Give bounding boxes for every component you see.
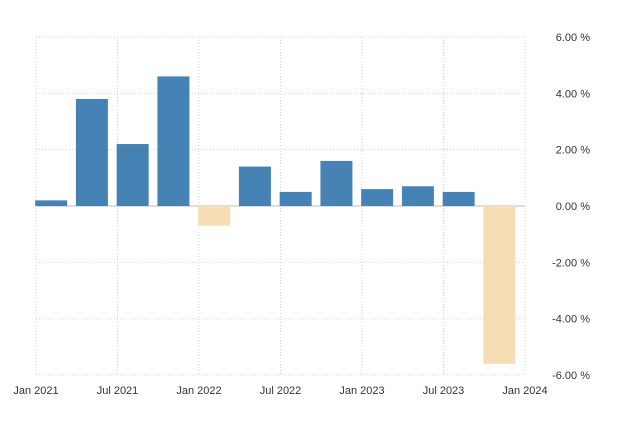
y-tick-label: 4.00 % [556, 88, 590, 100]
y-tick-label: -4.00 % [552, 314, 590, 326]
bar[interactable] [198, 206, 231, 226]
y-tick-label: 0.00 % [556, 201, 590, 213]
x-tick-label: Jan 2023 [339, 385, 384, 397]
y-tick-label: 2.00 % [556, 145, 590, 157]
bar[interactable] [35, 200, 68, 206]
bar[interactable] [361, 189, 394, 206]
bar[interactable] [238, 166, 271, 206]
bar[interactable] [483, 206, 516, 364]
x-tick-label: Jan 2021 [13, 385, 58, 397]
bar[interactable] [401, 186, 434, 206]
bar[interactable] [116, 144, 149, 206]
x-tick-label: Jan 2022 [176, 385, 221, 397]
x-tick-label: Jul 2022 [260, 385, 302, 397]
x-tick-label: Jul 2021 [97, 385, 139, 397]
y-axis-ticks: 6.00 % 4.00 % 2.00 % 0.00 % -2.00 % -4.00 % -6… [552, 32, 590, 382]
bar[interactable] [442, 191, 475, 206]
x-axis-ticks: Jan 2021 Jul 2021 Jan 2022 Jul 2022 Jan 2023… [13, 385, 547, 397]
y-tick-label: -6.00 % [552, 370, 590, 382]
bar[interactable] [157, 76, 190, 206]
bar[interactable] [279, 191, 312, 206]
y-tick-label: 6.00 % [556, 32, 590, 44]
bar[interactable] [75, 98, 108, 206]
bar[interactable] [320, 160, 353, 206]
x-tick-label: Jan 2024 [502, 385, 547, 397]
y-tick-label: -2.00 % [552, 257, 590, 269]
x-tick-label: Jul 2023 [423, 385, 465, 397]
bars [35, 76, 516, 364]
